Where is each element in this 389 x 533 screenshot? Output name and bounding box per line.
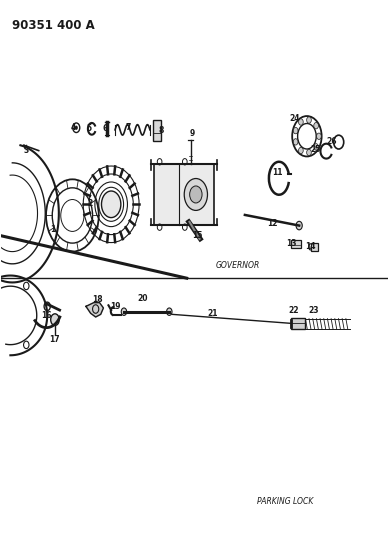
Circle shape (307, 149, 311, 156)
Bar (291, 240, 301, 248)
Text: 18: 18 (92, 295, 103, 304)
Circle shape (182, 224, 187, 230)
Text: 3: 3 (23, 146, 28, 155)
Circle shape (314, 144, 319, 150)
Circle shape (184, 179, 207, 211)
Text: 9: 9 (190, 129, 195, 138)
Circle shape (75, 126, 78, 130)
Circle shape (293, 127, 298, 134)
Circle shape (314, 123, 319, 129)
Text: 11: 11 (273, 168, 283, 177)
Circle shape (317, 133, 321, 140)
Text: 2: 2 (87, 199, 93, 208)
Circle shape (166, 308, 172, 316)
Text: 24: 24 (289, 114, 300, 123)
Bar (152, 120, 161, 141)
Text: 4: 4 (71, 123, 76, 132)
Circle shape (182, 159, 187, 165)
Bar (311, 243, 318, 251)
Circle shape (51, 314, 59, 326)
Circle shape (307, 117, 311, 123)
Circle shape (296, 221, 302, 230)
Text: 13: 13 (286, 239, 297, 248)
Text: 17: 17 (49, 335, 60, 344)
Text: 8: 8 (159, 126, 164, 135)
Polygon shape (86, 303, 103, 317)
Text: 22: 22 (288, 305, 299, 314)
Circle shape (157, 159, 162, 165)
Circle shape (190, 186, 202, 203)
Text: 21: 21 (208, 309, 218, 318)
Bar (154, 164, 214, 225)
Text: 23: 23 (308, 305, 319, 314)
Text: 6: 6 (103, 124, 108, 133)
Circle shape (121, 308, 127, 316)
Text: 14: 14 (305, 243, 316, 252)
Circle shape (157, 224, 162, 230)
Text: GOVERNOR: GOVERNOR (216, 261, 260, 270)
Text: 90351 400 A: 90351 400 A (12, 19, 95, 33)
Text: 7: 7 (126, 123, 131, 132)
Text: PARKING LOCK: PARKING LOCK (256, 497, 313, 506)
Text: 12: 12 (267, 220, 277, 229)
Circle shape (102, 191, 121, 217)
Text: 1: 1 (51, 225, 56, 234)
Circle shape (293, 139, 298, 145)
Text: 5: 5 (86, 124, 92, 133)
Bar (291, 318, 305, 329)
Text: 15: 15 (193, 231, 203, 240)
Text: 25: 25 (310, 145, 321, 154)
Text: 26: 26 (327, 137, 337, 146)
Text: 20: 20 (137, 294, 147, 303)
Circle shape (299, 119, 303, 125)
Circle shape (299, 147, 303, 154)
Text: 19: 19 (110, 302, 120, 311)
Text: 16: 16 (41, 311, 52, 320)
